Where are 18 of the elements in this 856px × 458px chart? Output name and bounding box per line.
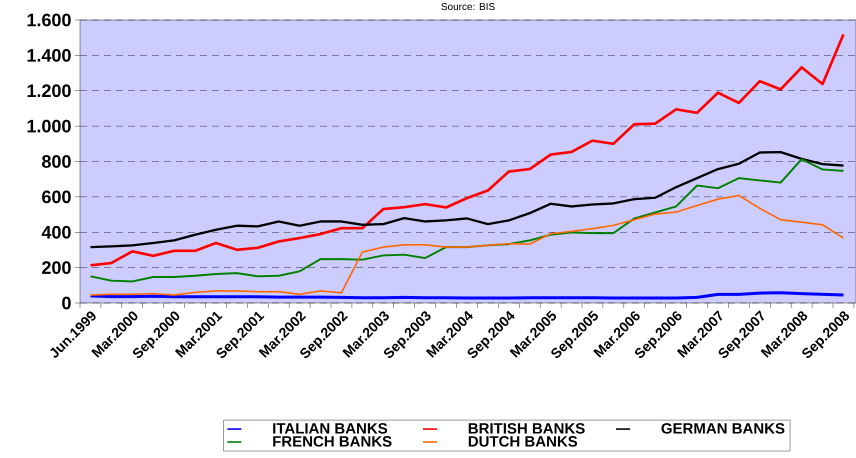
source-note: Source: BIS	[441, 3, 495, 10]
y-tick-label: 400	[42, 226, 71, 239]
y-tick-label: 1.400	[28, 48, 71, 62]
y-tick-label: 1.600	[28, 14, 71, 26]
y-tick-label: 0	[62, 296, 71, 310]
y-tick-label: 200	[42, 261, 71, 274]
y-tick-label: 800	[42, 155, 71, 168]
line-series	[89, 158, 844, 282]
y-tick-label: 1.200	[28, 84, 71, 98]
line-series	[90, 194, 844, 296]
legend-label: FRENCH BANKS	[273, 436, 392, 447]
y-tick-label: 1.000	[28, 120, 71, 132]
line-series	[89, 33, 845, 267]
y-tick-label: 600	[42, 190, 71, 204]
legend-label: ITALIAN BANKS	[273, 423, 388, 434]
legend-label: DUTCH BANKS	[468, 436, 578, 447]
legend-label: GERMAN BANKS	[661, 423, 784, 434]
legend-label: BRITISH BANKS	[468, 423, 585, 434]
